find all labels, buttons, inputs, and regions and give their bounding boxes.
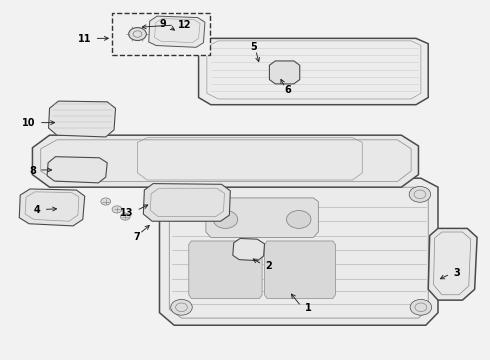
Polygon shape [125,19,206,54]
Polygon shape [19,189,85,226]
Text: 13: 13 [120,208,134,218]
Polygon shape [159,178,438,325]
Text: 11: 11 [77,34,91,44]
Circle shape [410,300,432,315]
Polygon shape [206,198,318,237]
Text: 10: 10 [23,118,36,128]
Text: 6: 6 [285,85,292,95]
Text: 3: 3 [454,268,461,278]
Text: 9: 9 [159,19,166,30]
Circle shape [112,206,122,213]
Polygon shape [198,39,428,105]
Circle shape [101,198,111,205]
Polygon shape [233,238,265,261]
Circle shape [129,28,147,41]
Text: 7: 7 [133,232,140,242]
Circle shape [213,211,238,228]
Circle shape [121,213,130,220]
Polygon shape [428,228,477,300]
Text: 5: 5 [250,42,257,52]
Polygon shape [270,61,300,84]
Polygon shape [144,184,230,221]
Circle shape [168,186,190,202]
Circle shape [287,211,311,228]
Circle shape [409,186,431,202]
Text: 12: 12 [177,20,191,30]
Polygon shape [149,16,205,47]
Text: 2: 2 [266,261,272,271]
Polygon shape [189,241,262,298]
Text: 4: 4 [34,205,41,215]
Text: 8: 8 [29,166,36,176]
FancyBboxPatch shape [112,13,210,55]
Polygon shape [49,101,116,137]
Text: 1: 1 [305,303,311,314]
Polygon shape [47,157,107,183]
Polygon shape [32,135,418,187]
Circle shape [171,300,192,315]
Polygon shape [265,241,335,298]
